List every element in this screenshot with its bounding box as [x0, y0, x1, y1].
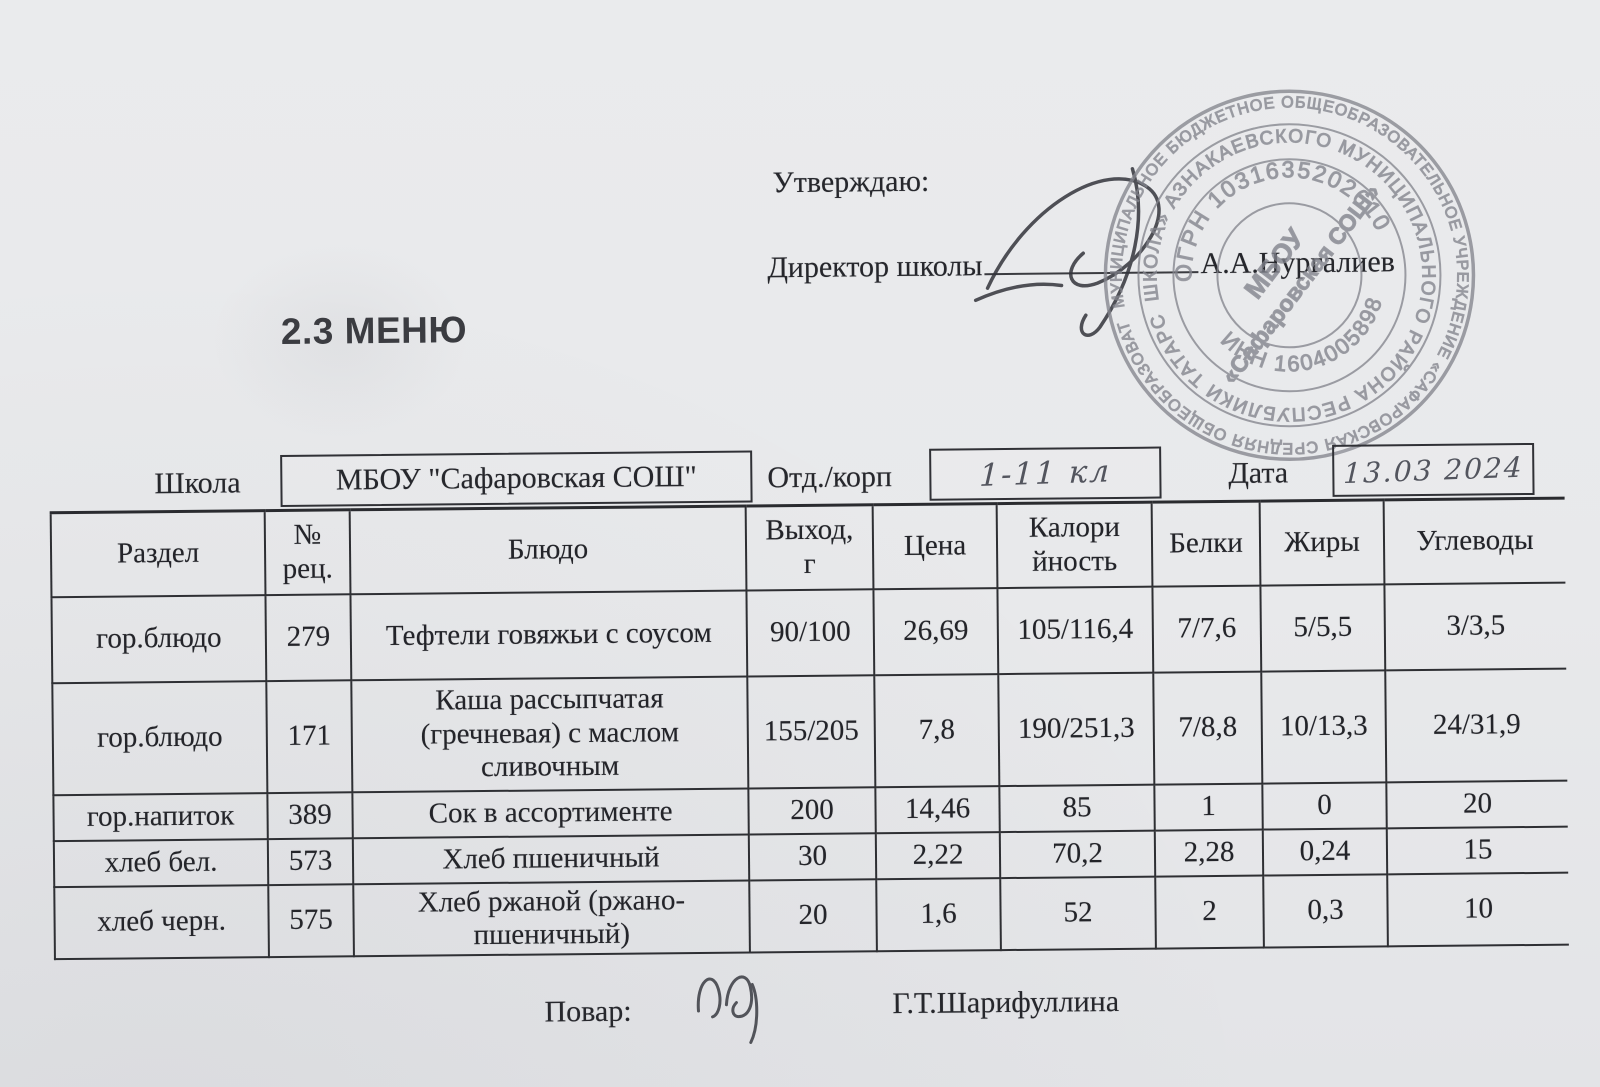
menu-cell: 7/8,8: [1153, 671, 1263, 785]
menu-cell: 30: [748, 832, 877, 881]
col-header-dish: Блюдо: [349, 506, 747, 594]
menu-cell: 2,22: [875, 831, 1001, 879]
table-header-row: Раздел № рец. Блюдо Выход, г Цена Калори…: [50, 498, 1566, 597]
stamp-inn-text: ИНН 1604005898: [1212, 287, 1401, 396]
col-header-section: Раздел: [50, 510, 266, 597]
menu-cell: Тефтели говяжьи с соусом: [350, 590, 748, 680]
menu-cell: хлеб бел.: [53, 838, 269, 887]
cook-signature: [696, 975, 759, 1044]
menu-table-body: гор.блюдо 279 Тефтели говяжьи с соусом 90/1…: [51, 582, 1569, 960]
col-header-fats: Жиры: [1259, 499, 1385, 586]
menu-cell: 573: [267, 837, 354, 885]
menu-cell: 171: [266, 679, 353, 793]
menu-cell: 70,2: [999, 830, 1156, 878]
menu-section-title: 2.3 МЕНЮ: [280, 309, 468, 352]
menu-cell: 20: [749, 878, 877, 953]
menu-cell: 2: [1155, 875, 1264, 949]
menu-cell: 10: [1387, 872, 1569, 947]
table-row: хлеб черн. 575 Хлеб ржаной (ржано-пшеничны…: [54, 872, 1569, 960]
table-row: гор.блюдо 279 Тефтели говяжьи с соусом 90/1…: [51, 582, 1567, 683]
menu-cell: гор.блюдо: [51, 594, 267, 683]
menu-cell: 190/251,3: [998, 672, 1155, 786]
menu-cell: хлеб черн.: [54, 884, 269, 960]
col-header-carbs: Углеводы: [1383, 498, 1566, 584]
school-value: МБОУ "Сафаровская СОШ": [335, 459, 697, 497]
menu-cell: 7/7,6: [1152, 585, 1262, 673]
menu-cell: Сок в ассортименте: [352, 788, 749, 838]
director-line: Директор школы А.А.Нургалиев: [767, 239, 1395, 285]
menu-cell: 575: [268, 883, 354, 958]
menu-cell: Каша рассыпчатая (гречневая) с маслом сл…: [351, 676, 749, 792]
signature-line: [984, 241, 1199, 276]
col-header-calories: Калори йность: [996, 502, 1153, 588]
svg-text:ИНН 1604005898: ИНН 1604005898: [1213, 287, 1401, 395]
menu-cell: 15: [1386, 826, 1569, 874]
director-label: Директор школы: [767, 249, 983, 285]
menu-cell: 10/13,3: [1261, 669, 1387, 784]
school-value-box: МБОУ "Сафаровская СОШ": [280, 450, 753, 507]
menu-cell: 14,46: [875, 785, 1000, 833]
menu-cell: Хлеб пшеничный: [352, 834, 750, 884]
menu-cell: 279: [265, 593, 352, 681]
dept-label: Отд./корп: [767, 460, 893, 495]
menu-cell: 0,3: [1263, 873, 1388, 948]
menu-cell: 1: [1154, 783, 1263, 831]
date-value-handwritten: 13.03 2024: [1342, 450, 1524, 490]
approve-label: Утверждаю:: [772, 164, 930, 200]
menu-cell: 2,28: [1154, 829, 1264, 877]
menu-cell: 52: [1000, 876, 1156, 951]
stamp-center-line2: «Сафаровская СОШ»: [1216, 179, 1385, 388]
menu-cell: 5/5,5: [1260, 583, 1386, 672]
menu-cell: 90/100: [746, 588, 875, 677]
cook-label: Повар:: [544, 994, 632, 1029]
menu-cell: гор.напиток: [53, 792, 268, 841]
menu-cell: 0: [1262, 781, 1387, 830]
menu-cell: 26,69: [873, 587, 999, 675]
menu-cell: 7,8: [874, 673, 1000, 787]
dept-value-handwritten: 1-11 кл: [978, 453, 1112, 495]
col-header-price: Цена: [872, 503, 998, 589]
menu-cell: 105/116,4: [997, 586, 1154, 674]
menu-cell: 389: [267, 791, 353, 839]
school-label: Школа: [154, 466, 241, 501]
menu-cell: 20: [1386, 780, 1568, 828]
col-header-recipe-no: № рец.: [264, 509, 351, 595]
menu-cell: 24/31,9: [1385, 668, 1568, 782]
menu-cell: Хлеб ржаной (ржано-пшеничный): [353, 880, 750, 957]
menu-table: Раздел № рец. Блюдо Выход, г Цена Калори…: [50, 497, 1569, 961]
menu-cell: 3/3,5: [1384, 582, 1567, 670]
menu-cell: 85: [999, 784, 1155, 832]
cook-name: Г.Т.Шарифуллина: [892, 984, 1120, 1021]
dept-value-box: 1-11 кл: [929, 446, 1162, 501]
menu-cell: 155/205: [747, 674, 876, 789]
date-label: Дата: [1228, 456, 1289, 490]
date-value-box: 13.03 2024: [1332, 442, 1535, 497]
menu-cell: гор.блюдо: [52, 680, 268, 795]
col-header-output: Выход, г: [745, 504, 874, 591]
col-header-proteins: Белки: [1151, 501, 1261, 587]
menu-cell: 200: [748, 786, 876, 835]
director-name: А.А.Нургалиев: [1200, 245, 1395, 281]
menu-cell: 0,24: [1262, 827, 1388, 876]
table-row: гор.блюдо 171 Каша рассыпчатая (гречневая)…: [52, 668, 1568, 795]
menu-cell: 1,6: [876, 877, 1001, 952]
